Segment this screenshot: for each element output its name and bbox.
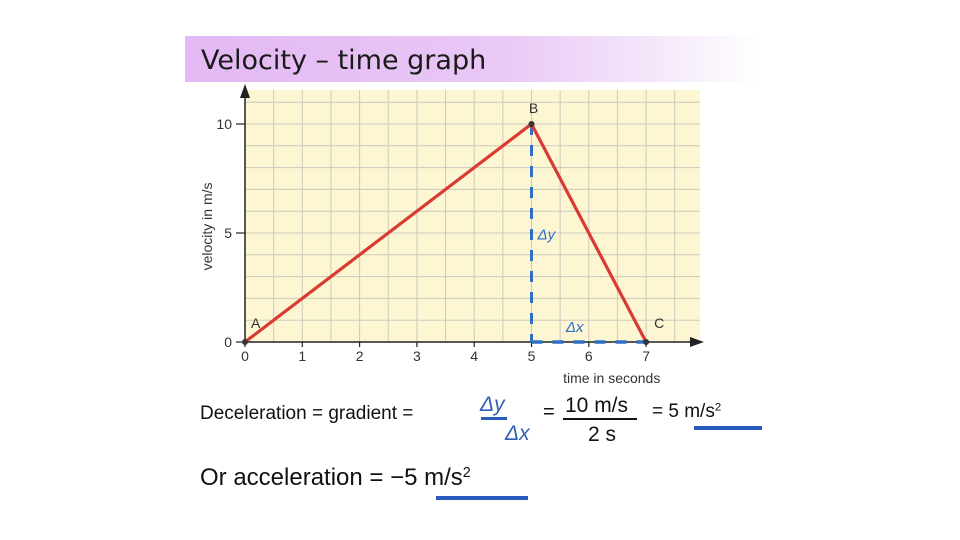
title-banner: Velocity – time graph (185, 36, 760, 82)
fraction1-numerator: Δy (480, 393, 505, 416)
point-label-a: A (251, 315, 261, 331)
alternative-underline (436, 496, 528, 500)
x-tick-label: 1 (298, 348, 306, 364)
x-tick-label: 0 (241, 348, 249, 364)
y-tick-label: 5 (224, 225, 232, 241)
delta-y-label: Δy (537, 227, 557, 244)
fraction1-denominator: Δx (505, 422, 530, 445)
x-tick-label: 5 (528, 348, 536, 364)
y-axis-label: velocity in m/s (199, 182, 215, 270)
x-tick-label: 2 (356, 348, 364, 364)
fraction2-denominator: 2 s (588, 423, 617, 446)
point-label-b: B (529, 100, 538, 116)
page-title: Velocity – time graph (201, 45, 487, 76)
point-c (643, 339, 650, 345)
fraction2-numerator: 10 m/s (565, 394, 629, 417)
point-b (528, 121, 535, 127)
result-value: = 5 m/s2 (652, 402, 721, 421)
plot-background (245, 90, 700, 342)
point-label-c: C (654, 315, 664, 331)
result-exponent: 2 (714, 401, 722, 414)
y-axis-arrow (240, 84, 250, 98)
x-axis-label: time in seconds (563, 370, 660, 386)
x-tick-label: 7 (642, 348, 650, 364)
x-tick-label: 6 (585, 348, 593, 364)
fraction2-bar (563, 418, 637, 420)
x-axis-arrow (690, 337, 704, 347)
x-tick-label: 4 (470, 348, 478, 364)
alternative-text: Or acceleration = −5 m/s (200, 464, 463, 491)
point-a (242, 339, 248, 345)
equation-lhs: Deceleration = gradient = (200, 403, 414, 424)
fraction1-bar (481, 417, 507, 420)
delta-x-label: Δx (565, 319, 584, 336)
result-underline (694, 426, 762, 430)
alternative-statement: Or acceleration = −5 m/s2 (200, 466, 471, 490)
equals-sign: = (543, 401, 555, 423)
x-tick-label: 3 (413, 348, 421, 364)
alternative-exponent: 2 (462, 465, 471, 482)
y-tick-label: 10 (216, 116, 232, 132)
result-text: = 5 m/s (652, 401, 715, 422)
y-tick-label: 0 (224, 334, 232, 350)
